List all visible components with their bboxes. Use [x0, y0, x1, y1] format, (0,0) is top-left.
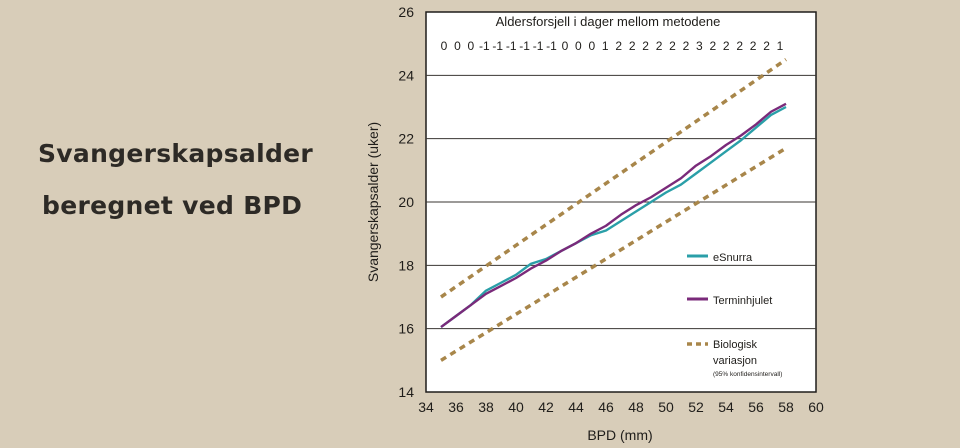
y-tick-16: 16 [398, 321, 414, 337]
day-difference-20: 2 [709, 39, 716, 53]
x-tick-52: 52 [688, 399, 704, 415]
x-tick-56: 56 [748, 399, 764, 415]
x-tick-36: 36 [448, 399, 464, 415]
day-difference-8: -1 [546, 39, 557, 53]
day-difference-0: 0 [441, 39, 448, 53]
biologisk-variasjon-lines [440, 58, 787, 362]
day-difference-2: 0 [468, 39, 475, 53]
day-difference-16: 2 [656, 39, 663, 53]
day-difference-13: 2 [615, 39, 622, 53]
x-axis-label: BPD (mm) [587, 427, 652, 443]
y-tick-22: 22 [398, 131, 414, 147]
legend-label-esnurra: eSnurra [713, 252, 753, 264]
legend: eSnurra Terminhjulet Biologisk variasjon… [687, 252, 782, 378]
x-tick-34: 34 [418, 399, 434, 415]
y-tick-24: 24 [398, 67, 414, 83]
grid-lines [426, 74, 816, 330]
day-difference-18: 2 [683, 39, 690, 53]
x-tick-labels: 34 36 38 40 42 44 46 48 50 52 54 56 58 60 [418, 399, 824, 415]
chart-title: Aldersforsjell i dager mellom metodene [496, 14, 721, 29]
day-difference-25: 1 [777, 39, 784, 53]
biologisk-upper-line [440, 58, 787, 299]
y-tick-26: 26 [398, 4, 414, 20]
x-tick-48: 48 [628, 399, 644, 415]
y-tick-labels: 14 16 18 20 22 24 26 [398, 4, 414, 400]
x-tick-58: 58 [778, 399, 794, 415]
day-differences: 0 0 0 -1 -1 -1 -1 -1 -1 0 0 0 1 2 2 2 2 2 2 3 2 2 2 2 2 1 [441, 39, 784, 53]
title-line-2: beregnet ved BPD [42, 191, 303, 220]
day-difference-12: 1 [602, 39, 609, 53]
series-lines [440, 102, 787, 329]
series-line-terminhjulet [440, 102, 787, 329]
day-difference-17: 2 [669, 39, 676, 53]
x-tick-40: 40 [508, 399, 524, 415]
day-difference-9: 0 [562, 39, 569, 53]
legend-label-biologisk: Biologisk [713, 339, 758, 351]
day-difference-5: -1 [506, 39, 517, 53]
day-difference-7: -1 [533, 39, 544, 53]
day-difference-4: -1 [492, 39, 503, 53]
biologisk-lower-line [440, 146, 787, 362]
x-tick-46: 46 [598, 399, 614, 415]
legend-label-variasjon: variasjon [713, 355, 757, 367]
day-difference-3: -1 [479, 39, 490, 53]
day-difference-10: 0 [575, 39, 582, 53]
legend-label-terminhjulet: Terminhjulet [713, 295, 772, 307]
day-difference-6: -1 [519, 39, 530, 53]
day-difference-14: 2 [629, 39, 636, 53]
y-tick-18: 18 [398, 257, 414, 273]
day-difference-23: 2 [750, 39, 757, 53]
legend-label-konfidens: (95% konfidensintervall) [713, 371, 782, 378]
day-difference-15: 2 [642, 39, 649, 53]
day-difference-1: 0 [454, 39, 461, 53]
day-difference-19: 3 [696, 39, 703, 53]
x-tick-54: 54 [718, 399, 734, 415]
x-tick-44: 44 [568, 399, 584, 415]
day-difference-21: 2 [723, 39, 730, 53]
y-axis-label: Svangerskapsalder (uker) [365, 122, 381, 282]
x-tick-38: 38 [478, 399, 494, 415]
day-difference-11: 0 [588, 39, 595, 53]
series-line-esnurra [440, 105, 787, 329]
y-tick-20: 20 [398, 194, 414, 210]
day-difference-24: 2 [763, 39, 770, 53]
title-line-1: Svangerskapsalder [38, 139, 314, 168]
x-tick-42: 42 [538, 399, 554, 415]
day-difference-22: 2 [736, 39, 743, 53]
y-tick-14: 14 [398, 384, 414, 400]
side-title: Svangerskapsalder beregnet ved BPD [38, 128, 313, 232]
x-tick-50: 50 [658, 399, 674, 415]
x-tick-60: 60 [808, 399, 824, 415]
